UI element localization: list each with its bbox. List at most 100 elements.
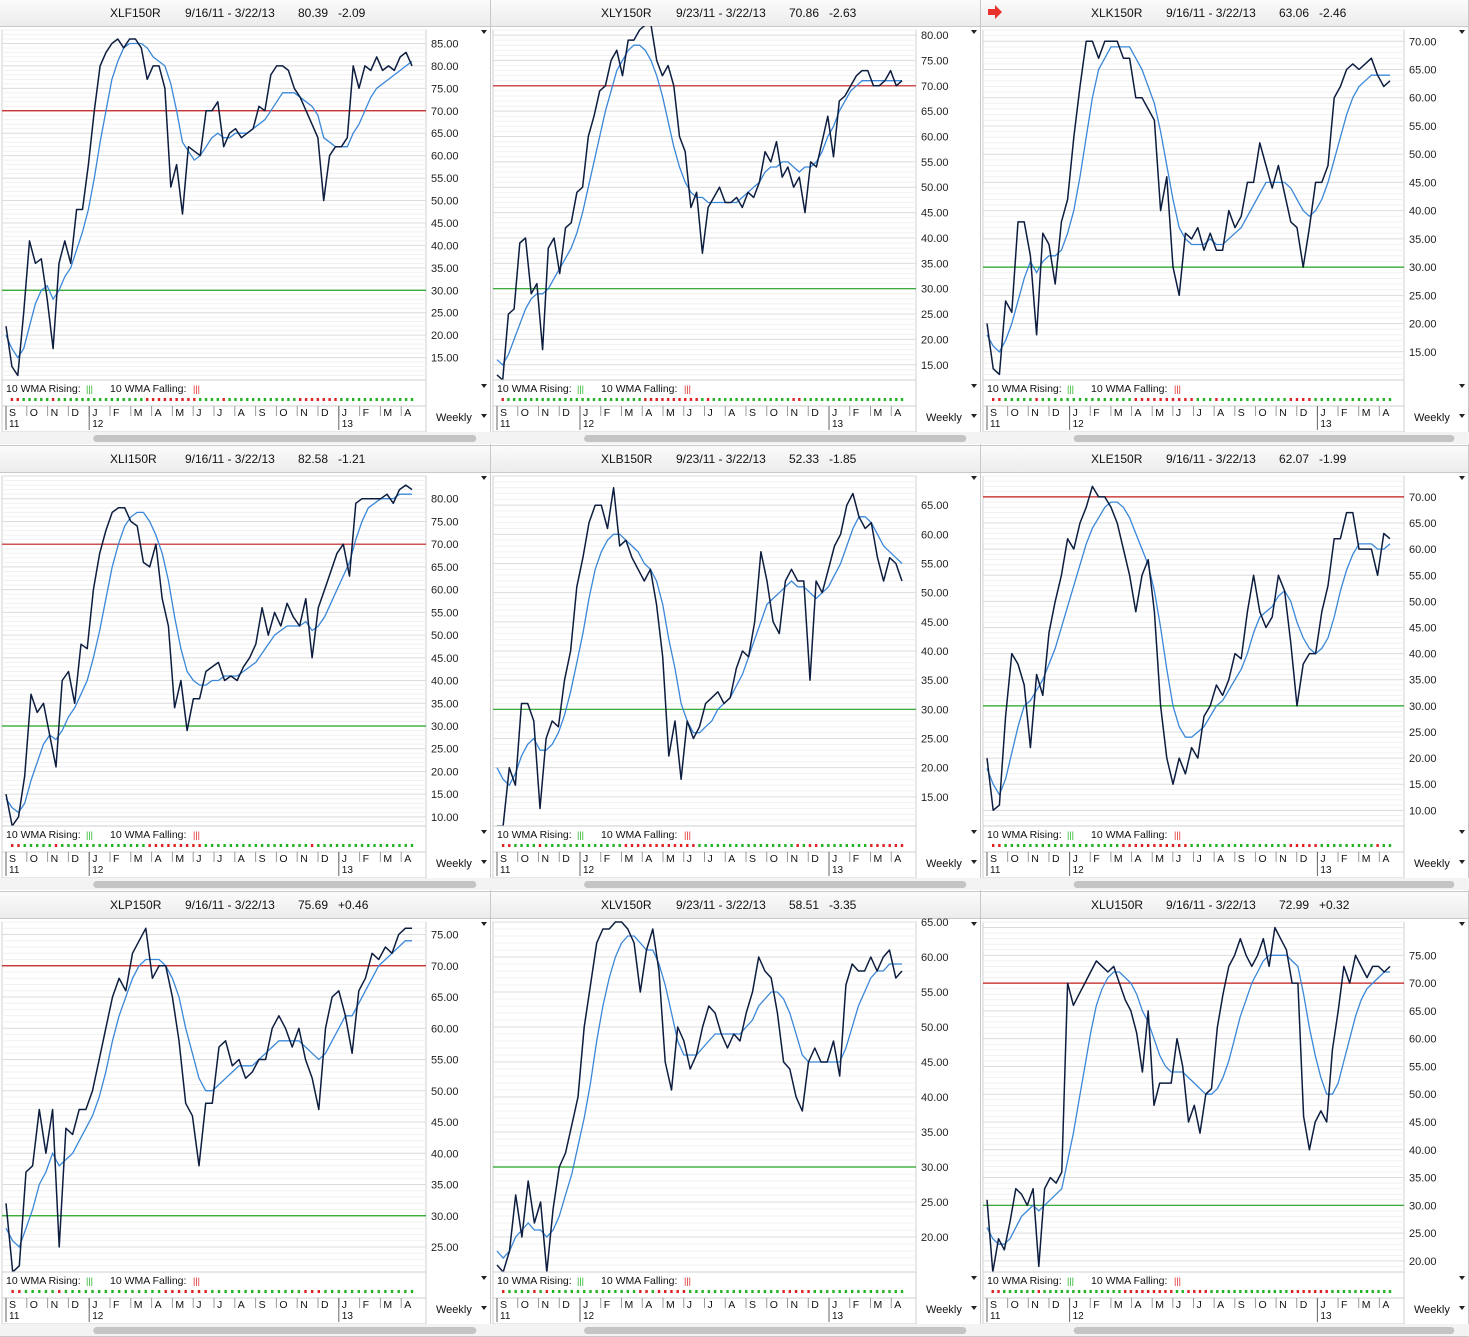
- scrollbar-thumb[interactable]: [584, 435, 967, 442]
- chevron-down-icon[interactable]: [1459, 414, 1465, 418]
- period-dropdown[interactable]: Weekly: [1414, 858, 1450, 870]
- chart-header: XLY150R 9/23/11 - 3/22/13 70.86 -2.63: [491, 0, 980, 27]
- plot-area: [1, 475, 427, 827]
- y-tick-label: 25.00: [1409, 727, 1437, 739]
- x-tick-month: A: [1217, 1299, 1224, 1311]
- x-tick-month: D: [1300, 853, 1308, 865]
- y-tick-label: 45.00: [431, 1117, 459, 1129]
- y-tick-label: 75.00: [431, 83, 459, 95]
- axis-menu-icon[interactable]: [971, 30, 977, 34]
- scrollbar-thumb[interactable]: [93, 881, 477, 888]
- x-axis: [982, 1297, 1405, 1325]
- x-tick-month: A: [1217, 407, 1224, 419]
- x-tick-month: M: [625, 853, 634, 865]
- x-tick-month: F: [1093, 1299, 1099, 1311]
- indicator-menu-icon[interactable]: [971, 384, 977, 388]
- chevron-down-icon[interactable]: [1459, 860, 1465, 864]
- chevron-down-icon[interactable]: [971, 414, 977, 418]
- wma-indicator-strip: [1, 825, 427, 853]
- period-dropdown[interactable]: Weekly: [1414, 1304, 1450, 1316]
- scrollbar-thumb[interactable]: [93, 1327, 477, 1334]
- x-tick-month: J: [708, 407, 713, 419]
- x-tick-year: 12: [583, 1311, 595, 1322]
- indicator-menu-icon[interactable]: [481, 830, 487, 834]
- axis-menu-icon[interactable]: [1459, 922, 1465, 926]
- chevron-down-icon[interactable]: [971, 1306, 977, 1310]
- y-tick-label: 35.00: [431, 1180, 459, 1192]
- scrollbar-thumb[interactable]: [1073, 435, 1455, 442]
- x-tick-month: A: [1382, 1299, 1389, 1311]
- last-value-label: 52.33: [789, 452, 820, 466]
- period-dropdown[interactable]: Weekly: [436, 1304, 472, 1316]
- indicator-menu-icon[interactable]: [971, 1276, 977, 1280]
- axis-menu-icon[interactable]: [481, 476, 487, 480]
- period-dropdown[interactable]: Weekly: [926, 858, 962, 870]
- chevron-down-icon[interactable]: [481, 860, 487, 864]
- axis-menu-icon[interactable]: [481, 922, 487, 926]
- axis-menu-icon[interactable]: [971, 476, 977, 480]
- x-tick-month: A: [1135, 853, 1142, 865]
- scrollbar-thumb[interactable]: [1073, 881, 1455, 888]
- x-tick-month: F: [113, 1299, 119, 1311]
- axis-menu-icon[interactable]: [971, 922, 977, 926]
- scrollbar-thumb[interactable]: [1073, 1327, 1455, 1334]
- indicator-menu-icon[interactable]: [1459, 384, 1465, 388]
- indicator-menu-icon[interactable]: [481, 384, 487, 388]
- period-dropdown[interactable]: Weekly: [926, 1304, 962, 1316]
- period-dropdown[interactable]: Weekly: [1414, 412, 1450, 424]
- x-tick-month: S: [990, 407, 997, 419]
- chevron-down-icon[interactable]: [1459, 1306, 1465, 1310]
- axis-menu-icon[interactable]: [1459, 476, 1465, 480]
- wma-rising-label: 10 WMA Rising:: [987, 383, 1062, 395]
- price-series-line: [5, 927, 412, 1273]
- rising-bars-icon: |||: [1067, 830, 1074, 840]
- x-tick-month: M: [383, 407, 392, 419]
- indicator-menu-icon[interactable]: [1459, 830, 1465, 834]
- y-tick-label: 45.00: [1409, 177, 1437, 189]
- rising-bars-icon: |||: [86, 1276, 93, 1286]
- x-tick-month: A: [238, 1299, 245, 1311]
- period-dropdown[interactable]: Weekly: [436, 412, 472, 424]
- scrollbar-thumb[interactable]: [93, 435, 477, 442]
- scrollbar-thumb[interactable]: [584, 1327, 967, 1334]
- last-value-label: 72.99: [1279, 898, 1310, 912]
- x-tick-month: M: [874, 407, 883, 419]
- y-tick-label: 50.00: [1409, 149, 1437, 161]
- symbol-label: XLE150R: [1091, 452, 1143, 466]
- wma-rising-label: 10 WMA Rising:: [987, 1275, 1062, 1287]
- indicator-menu-icon[interactable]: [971, 830, 977, 834]
- x-tick-month: J: [687, 407, 692, 419]
- x-tick-month: M: [1114, 853, 1123, 865]
- chart-header: XLV150R 9/23/11 - 3/22/13 58.51 -3.35: [491, 892, 980, 919]
- x-tick-month: A: [1217, 853, 1224, 865]
- x-tick-month: S: [500, 853, 507, 865]
- indicator-menu-icon[interactable]: [481, 1276, 487, 1280]
- y-tick-label: 25.00: [921, 309, 949, 321]
- x-tick-month: A: [155, 1299, 162, 1311]
- x-tick-month: O: [279, 1299, 287, 1311]
- y-tick-label: 20.00: [431, 766, 459, 778]
- x-tick-month: F: [853, 1299, 859, 1311]
- rising-bars-icon: |||: [1067, 384, 1074, 394]
- x-tick-month: F: [1341, 853, 1347, 865]
- y-tick-label: 65.00: [921, 918, 949, 929]
- period-dropdown[interactable]: Weekly: [436, 858, 472, 870]
- axis-menu-icon[interactable]: [1459, 30, 1465, 34]
- chevron-down-icon[interactable]: [481, 414, 487, 418]
- right-arrow-icon[interactable]: [987, 5, 1003, 19]
- period-dropdown[interactable]: Weekly: [926, 412, 962, 424]
- chevron-down-icon[interactable]: [481, 1306, 487, 1310]
- x-tick-month: O: [1011, 853, 1019, 865]
- x-tick-month: M: [1362, 407, 1371, 419]
- y-tick-label: 30.00: [921, 284, 949, 296]
- axis-menu-icon[interactable]: [481, 30, 487, 34]
- y-tick-label: 35.00: [431, 698, 459, 710]
- wma-direction-dots: [991, 1290, 1392, 1293]
- y-axis: 15.00 20.00 25.00 30.00 35.00 40.00 45.00 50.00…: [431, 38, 459, 364]
- x-tick-month: F: [1341, 407, 1347, 419]
- y-tick-label: 45.00: [431, 218, 459, 230]
- indicator-menu-icon[interactable]: [1459, 1276, 1465, 1280]
- chevron-down-icon[interactable]: [971, 860, 977, 864]
- scrollbar-thumb[interactable]: [584, 881, 967, 888]
- x-tick-month: F: [853, 407, 859, 419]
